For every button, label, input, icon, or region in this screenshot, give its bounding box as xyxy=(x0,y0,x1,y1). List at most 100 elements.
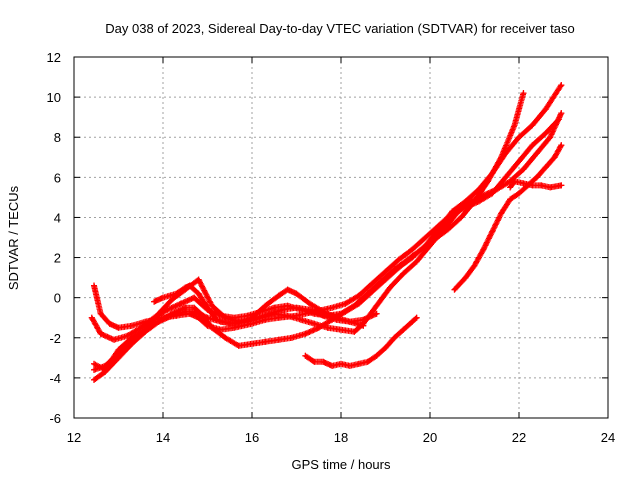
data-point xyxy=(173,290,180,297)
y-tick-label: -2 xyxy=(49,331,61,346)
data-point xyxy=(355,360,362,367)
data-point xyxy=(533,174,540,181)
data-point xyxy=(342,308,349,315)
data-point xyxy=(115,346,122,353)
data-point xyxy=(151,298,158,305)
data-point xyxy=(520,180,527,187)
data-point xyxy=(551,154,558,161)
data-point xyxy=(458,214,465,221)
data-point xyxy=(449,208,456,215)
data-point xyxy=(97,330,104,337)
data-point xyxy=(373,310,380,317)
data-point xyxy=(502,150,509,157)
data-point xyxy=(297,316,304,323)
data-point xyxy=(346,362,353,369)
data-point xyxy=(253,314,260,321)
data-point xyxy=(529,142,536,149)
data-point xyxy=(382,344,389,351)
data-point xyxy=(208,302,215,309)
data-point xyxy=(320,358,327,365)
data-point xyxy=(422,234,429,241)
data-point xyxy=(373,302,380,309)
data-point xyxy=(155,310,162,317)
data-point xyxy=(226,320,233,327)
data-point xyxy=(382,276,389,283)
data-point xyxy=(542,106,549,113)
data-point xyxy=(409,254,416,261)
data-point xyxy=(558,110,565,117)
x-tick-label: 20 xyxy=(423,430,437,445)
data-point xyxy=(275,292,282,299)
data-point xyxy=(462,274,469,281)
data-point xyxy=(338,326,344,333)
data-point xyxy=(204,304,211,311)
data-point xyxy=(186,282,193,289)
data-point xyxy=(195,290,202,297)
data-point xyxy=(102,366,109,373)
data-point xyxy=(409,246,416,253)
data-point xyxy=(311,320,318,327)
y-tick-label: 4 xyxy=(54,210,61,225)
data-point xyxy=(542,130,549,137)
data-point xyxy=(516,158,522,165)
data-point xyxy=(489,228,496,235)
data-point xyxy=(360,322,367,329)
data-point xyxy=(320,312,327,319)
series-8 xyxy=(451,142,565,293)
data-point xyxy=(91,360,98,367)
x-tick-label: 18 xyxy=(334,430,348,445)
data-point xyxy=(373,352,380,359)
data-point xyxy=(289,334,296,341)
data-point xyxy=(400,326,407,333)
data-point xyxy=(240,318,247,325)
data-point xyxy=(195,276,202,283)
data-point xyxy=(413,314,420,321)
x-tick-label: 24 xyxy=(601,430,615,445)
data-point xyxy=(177,300,184,307)
series-3 xyxy=(91,110,565,373)
data-point xyxy=(142,326,149,333)
data-point xyxy=(558,82,565,89)
data-point xyxy=(311,358,318,365)
data-point xyxy=(91,366,98,373)
data-point xyxy=(520,166,527,173)
data-point xyxy=(235,342,242,349)
data-series xyxy=(88,82,565,383)
data-point xyxy=(395,256,402,263)
data-point xyxy=(333,316,340,323)
data-point xyxy=(364,358,371,365)
data-point xyxy=(346,318,353,325)
data-point xyxy=(355,300,362,307)
data-point xyxy=(168,310,175,317)
data-point xyxy=(409,318,416,325)
data-point xyxy=(480,192,487,199)
x-tick-label: 12 xyxy=(67,430,81,445)
data-point xyxy=(558,182,565,189)
data-point xyxy=(213,316,220,323)
data-point xyxy=(360,316,367,323)
data-point xyxy=(489,170,496,177)
data-point xyxy=(338,360,344,367)
data-point xyxy=(128,322,135,329)
data-point xyxy=(329,304,336,311)
data-point xyxy=(284,312,291,319)
data-point xyxy=(520,90,527,97)
data-point xyxy=(538,182,545,189)
data-point xyxy=(516,190,522,197)
data-point xyxy=(355,292,362,299)
data-point xyxy=(493,186,500,193)
data-point xyxy=(115,324,122,331)
data-point xyxy=(280,306,287,313)
data-point xyxy=(91,282,98,289)
data-point xyxy=(529,182,536,189)
data-point xyxy=(106,320,113,327)
data-point xyxy=(351,328,358,335)
data-point xyxy=(262,302,269,309)
y-axis-label: SDTVAR / TECUs xyxy=(6,185,21,290)
data-point xyxy=(302,330,309,337)
data-point xyxy=(111,336,118,343)
series-9 xyxy=(507,178,565,191)
data-point xyxy=(547,184,554,191)
